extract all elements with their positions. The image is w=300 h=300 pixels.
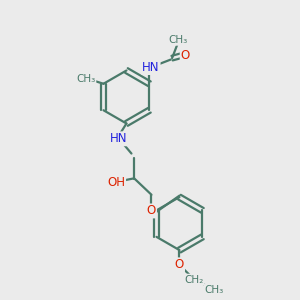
Text: CH₂: CH₂	[184, 274, 204, 285]
Text: O: O	[175, 258, 184, 271]
Text: CH₃: CH₃	[204, 285, 224, 295]
Text: HN: HN	[110, 132, 127, 145]
Text: O: O	[147, 205, 156, 218]
Text: OH: OH	[107, 176, 125, 189]
Text: HN: HN	[142, 61, 160, 74]
Text: CH₃: CH₃	[168, 35, 188, 45]
Text: O: O	[181, 49, 190, 62]
Text: CH₃: CH₃	[76, 74, 95, 84]
